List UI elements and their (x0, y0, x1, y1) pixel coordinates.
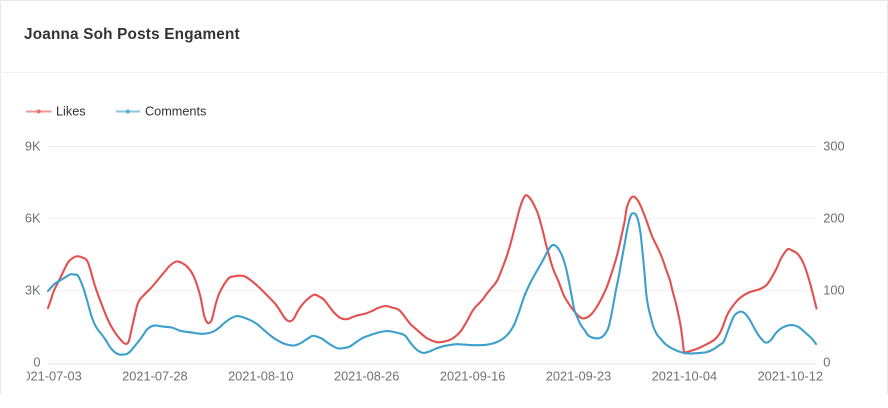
svg-text:2021-07-03: 2021-07-03 (16, 369, 81, 384)
svg-text:6K: 6K (25, 210, 41, 225)
svg-text:100: 100 (823, 283, 844, 298)
svg-text:300: 300 (823, 139, 844, 154)
svg-text:2021-08-26: 2021-08-26 (334, 369, 399, 384)
svg-text:0: 0 (823, 355, 830, 370)
svg-text:Likes: Likes (56, 105, 86, 119)
svg-text:200: 200 (823, 210, 844, 225)
svg-text:2021-10-12: 2021-10-12 (758, 369, 823, 384)
svg-text:2021-10-04: 2021-10-04 (652, 369, 717, 384)
svg-text:2021-08-10: 2021-08-10 (228, 369, 293, 384)
svg-text:2021-09-23: 2021-09-23 (546, 369, 611, 384)
svg-text:2021-07-28: 2021-07-28 (122, 369, 187, 384)
svg-text:0: 0 (33, 355, 40, 370)
svg-text:3K: 3K (25, 283, 41, 298)
svg-text:Comments: Comments (145, 105, 206, 119)
svg-text:9K: 9K (25, 139, 41, 154)
svg-text:2021-09-16: 2021-09-16 (440, 369, 505, 384)
